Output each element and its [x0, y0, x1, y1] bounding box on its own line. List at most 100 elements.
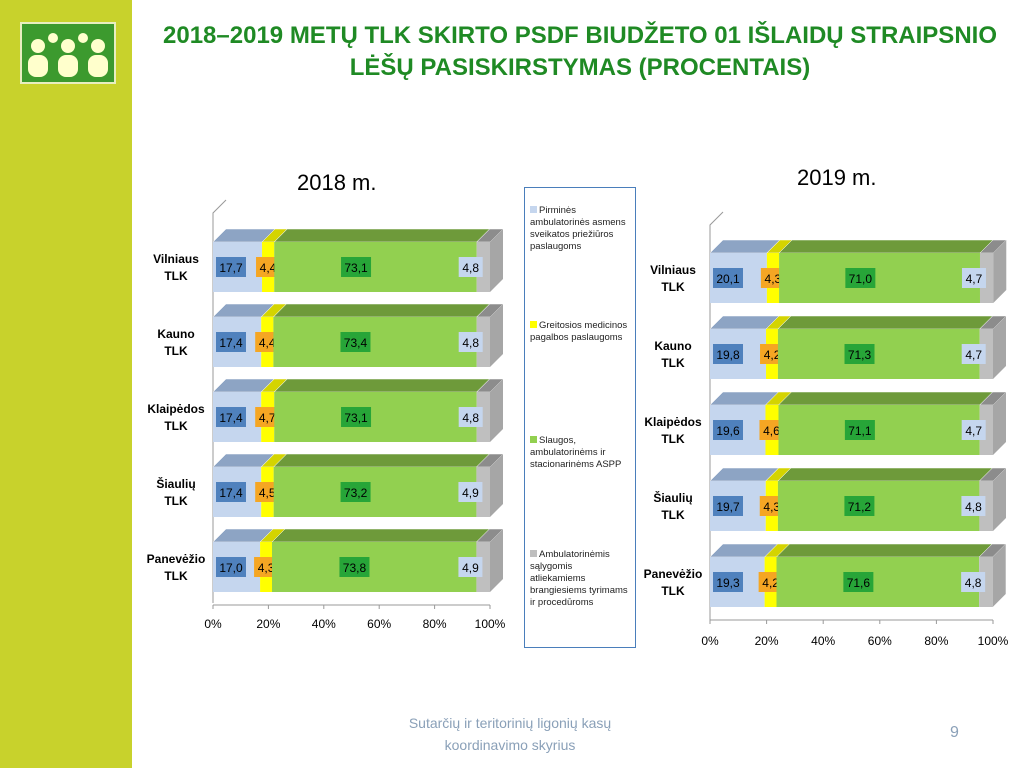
chart-0-bar-1-nursing	[273, 317, 477, 367]
chart-0-data-label-1-primary: 17,4	[219, 336, 243, 350]
chart-1-bar-2-side	[993, 392, 1006, 455]
chart-1-tick-label-0: 0%	[701, 634, 719, 648]
chart-0-data-label-0-nursing: 73,1	[344, 261, 368, 275]
chart-0-bar-0-nursing-top	[273, 228, 491, 243]
chart-1-data-label-bg-0-nursing	[845, 268, 876, 288]
chart-1-bar-1-nursing-top	[777, 315, 994, 330]
legend-label-expensive-tests: Ambulatorinėmis sąlygomis atliekamiems b…	[530, 549, 628, 608]
chart-0-data-label-bg-1-primary	[216, 332, 246, 352]
legend-item-emergency: Greitosios medicinos pagalbos paslaugoms	[530, 320, 630, 344]
chart-1-bar-0-other	[979, 253, 994, 303]
chart-0-data-label-3-primary: 17,4	[219, 486, 243, 500]
chart-0-data-label-bg-3-primary	[216, 482, 246, 502]
chart-0-data-label-1-other: 4,8	[462, 336, 479, 350]
legend-swatch-emergency	[530, 321, 537, 328]
chart-0-bar-0-side	[490, 229, 503, 292]
chart-0-data-label-3-other: 4,9	[462, 486, 479, 500]
chart-1-data-label-bg-0-other	[961, 268, 986, 288]
chart-0-bar-1-side	[490, 304, 503, 367]
chart-1-data-label-1-nursing: 71,3	[848, 348, 872, 362]
chart-1-category-label-4: Panevėžio TLK	[644, 567, 703, 598]
footer-line-1: Sutarčių ir teritorinių ligonių kasų	[408, 715, 612, 731]
chart-1-category-label-2: Klaipėdos TLK	[644, 415, 702, 446]
logo	[20, 22, 116, 84]
chart-1-data-label-bg-1-other	[961, 344, 986, 364]
chart-0-bar-2-nursing	[274, 392, 477, 442]
chart-0-bar-0-other	[476, 242, 490, 292]
chart-0-category-label-3: Šiaulių TLK	[156, 476, 195, 508]
chart-0-bar-4-nursing	[272, 542, 477, 592]
chart-1-bar-3-side	[993, 468, 1006, 531]
page-title: 2018–2019 METŲ TLK SKIRTO PSDF BIUDŽETO …	[163, 22, 997, 81]
chart-1-bar-4-nursing-top	[775, 543, 993, 558]
chart-title-2019: 2019 m.	[797, 165, 877, 190]
chart-0-data-label-0-other: 4,8	[462, 261, 479, 275]
chart-0-bar-2-other	[476, 392, 490, 442]
chart-1-data-label-bg-0-primary	[713, 268, 743, 288]
chart-1-bar-1-nursing	[777, 329, 980, 379]
chart-1-bar-3-nursing	[777, 481, 980, 531]
chart-1-data-label-0-primary: 20,1	[716, 272, 740, 286]
chart-0-bar-0-nursing	[274, 242, 477, 292]
legend-swatch-primary	[530, 206, 537, 213]
chart-0-data-label-bg-1-emergency	[255, 332, 280, 352]
chart-1-data-label-bg-4-primary	[713, 572, 743, 592]
chart-0-data-label-bg-2-other	[458, 407, 483, 427]
chart-1-tick-label-1: 20%	[755, 634, 779, 648]
chart-1-data-label-bg-4-other	[961, 572, 986, 592]
chart-0-category-label-0: Vilniaus TLK	[153, 252, 199, 283]
chart-0-bar-4-nursing-top	[271, 528, 491, 543]
chart-0-data-label-bg-4-primary	[216, 557, 246, 577]
chart-1-data-label-1-primary: 19,8	[716, 348, 740, 362]
sidebar	[0, 0, 132, 768]
chart-1-bar-2-other	[979, 405, 993, 455]
chart-0-data-label-bg-0-other	[458, 257, 483, 277]
chart-title-2018: 2018 m.	[297, 170, 377, 195]
chart-0-data-label-4-emergency: 4,3	[258, 561, 275, 575]
legend-label-primary: Pirminės ambulatorinės asmens sveikatos …	[530, 205, 626, 252]
chart-1-data-label-3-nursing: 71,2	[848, 500, 872, 514]
chart-1-bar-3-other	[979, 481, 993, 531]
chart-0-data-label-4-primary: 17,0	[219, 561, 243, 575]
chart-0-data-label-4-other: 4,9	[462, 561, 479, 575]
chart-1-bar-1-other	[979, 329, 993, 379]
chart-1-bar-0-nursing-top	[778, 239, 994, 254]
chart-1-data-label-bg-0-emergency	[760, 268, 785, 288]
chart-1-data-label-0-nursing: 71,0	[849, 272, 873, 286]
chart-1-category-label-3: Šiaulių TLK	[653, 490, 692, 522]
chart-0-data-label-3-nursing: 73,2	[344, 486, 368, 500]
chart-1-data-label-bg-2-primary	[713, 420, 743, 440]
chart-1-data-label-2-other: 4,7	[965, 424, 982, 438]
chart-1-data-label-0-emergency: 4,3	[765, 272, 782, 286]
chart-0-data-label-bg-4-other	[458, 557, 483, 577]
chart-0-data-label-2-primary: 17,4	[219, 411, 243, 425]
chart-1-data-label-bg-3-emergency	[759, 496, 784, 516]
chart-0-bar-3-other	[476, 467, 490, 517]
chart-1-data-label-1-emergency: 4,2	[764, 348, 781, 362]
chart-0-bar-3-nursing-top	[273, 453, 491, 468]
footer-line-2: koordinavimo skyrius	[444, 737, 576, 753]
chart-0-data-label-1-nursing: 73,4	[344, 336, 368, 350]
chart-0-tick-label-3: 60%	[367, 617, 391, 631]
chart-1-data-label-1-other: 4,7	[965, 348, 982, 362]
chart-0-bar-4-side	[490, 529, 503, 592]
chart-1-data-label-4-nursing: 71,6	[847, 576, 871, 590]
legend-swatch-nursing	[530, 436, 537, 443]
footer: Sutarčių ir teritorinių ligonių kasų koo…	[380, 712, 640, 756]
legend-swatch-expensive-tests	[530, 550, 537, 557]
chart-1-category-label-1: Kauno TLK	[654, 339, 691, 370]
chart-0-data-label-bg-4-nursing	[339, 557, 370, 577]
chart-0-category-label-1: Kauno TLK	[157, 327, 194, 358]
chart-1-data-label-bg-1-nursing	[844, 344, 875, 364]
chart-0-data-label-4-nursing: 73,8	[343, 561, 367, 575]
chart-1-data-label-4-primary: 19,3	[716, 576, 740, 590]
chart-0-bar-2-nursing-top	[273, 378, 491, 393]
legend-item-nursing: Slaugos, ambulatorinėms ir stacionarinėm…	[530, 435, 630, 471]
legend-label-nursing: Slaugos, ambulatorinėms ir stacionarinėm…	[530, 435, 622, 470]
chart-1-tick-label-3: 60%	[868, 634, 892, 648]
chart-0-data-label-bg-0-primary	[216, 257, 246, 277]
chart-1-bar-2-nursing-top	[777, 391, 994, 406]
chart-1-data-label-3-other: 4,8	[965, 500, 982, 514]
chart-0-data-label-0-primary: 17,7	[219, 261, 243, 275]
